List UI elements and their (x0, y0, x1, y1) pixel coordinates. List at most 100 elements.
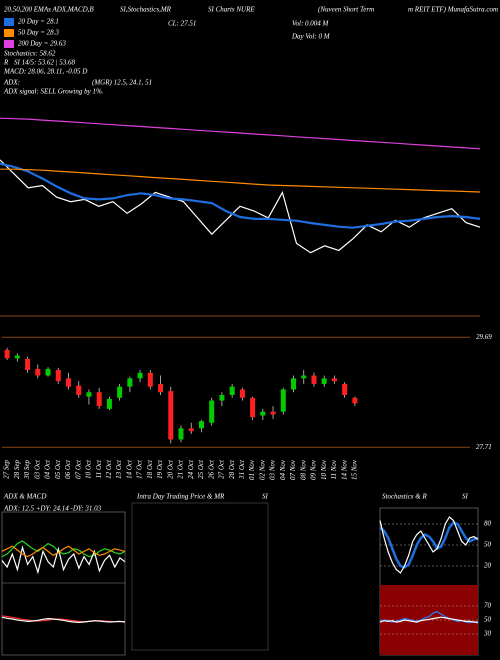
candle-body (301, 375, 307, 379)
candle-body (168, 391, 174, 440)
series-line (0, 162, 481, 229)
series-line (1, 545, 126, 558)
x-tick-label: 06 Oct (64, 459, 72, 479)
x-tick-label: 14 Nov (340, 459, 348, 480)
x-tick-label: 03 Nov (269, 459, 277, 480)
x-tick-label: 03 Oct (33, 459, 41, 479)
header-text: ADX: 12.5 +DY: 24.14 -DY: 31.03 (3, 505, 102, 513)
candle-body (291, 378, 297, 390)
y-tick-label: 50 (484, 541, 492, 549)
x-tick-label: 13 Oct (115, 459, 123, 479)
y-tick-label: 30 (483, 630, 492, 638)
candle-body (106, 398, 112, 409)
candle-body (260, 411, 266, 416)
candle-body (25, 358, 31, 370)
x-tick-label: 24 Oct (187, 459, 195, 479)
x-tick-label: 21 Oct (177, 459, 185, 479)
y-tick-label: 70 (484, 602, 492, 610)
header-text: (MGR) 12.5, 24.1, 51 (92, 79, 152, 87)
x-tick-label: 18 Oct (146, 459, 154, 479)
x-tick-label: 11 Nov (330, 459, 338, 479)
candle-body (117, 386, 123, 398)
header-text: m REIT ETF) MunafaSutra.com (408, 6, 498, 14)
header-text: 20,50,200 EMAs ADX,MACD,B (4, 6, 94, 14)
panel-title: Stochastics & R (382, 493, 427, 501)
panel-subtitle: SI (462, 493, 469, 501)
candle-body (158, 383, 164, 393)
x-tick-label: 25 Oct (197, 459, 205, 479)
panel-frame (1, 511, 126, 656)
x-tick-label: 26 Oct (207, 459, 215, 479)
series-line (379, 521, 479, 569)
panel-frame (131, 502, 269, 651)
candle-body (147, 372, 153, 387)
x-tick-label: 28 Oct (228, 459, 236, 479)
candle-body (280, 389, 286, 412)
candle-body (86, 392, 92, 397)
candle-body (65, 378, 71, 387)
candle-body (55, 370, 61, 382)
header-text: CL: 27.51 (168, 20, 196, 28)
x-tick-label: 10 Nov (320, 459, 328, 480)
x-tick-label: 12 Oct (105, 459, 113, 479)
x-tick-label: 07 Nov (289, 459, 297, 480)
x-tick-label: 30 Sep (23, 460, 31, 480)
candle-body (239, 389, 245, 398)
candle-body (188, 428, 194, 432)
header-text: SI,Stochastics,MR (120, 6, 172, 14)
x-tick-label: 07 Oct (74, 459, 82, 479)
x-tick-label: 14 Oct (125, 459, 133, 479)
series-line (0, 117, 481, 150)
header-text: Stochastics: 58.62 (4, 50, 56, 58)
x-tick-label: 27 Oct (218, 459, 226, 479)
candle-body (45, 368, 51, 376)
legend-swatch (4, 40, 14, 48)
candle-body (137, 372, 143, 379)
y-tick-label: 20 (484, 562, 492, 570)
y-tick-label: 29.69 (476, 333, 492, 341)
header-text: MACD: 28.06, 28.11, -0.05 D (3, 68, 87, 76)
x-tick-label: 08 Nov (299, 459, 307, 480)
legend-swatch (4, 18, 14, 26)
candle-body (352, 397, 358, 404)
candle-body (178, 428, 184, 440)
y-tick-label: 80 (484, 520, 492, 528)
y-tick-label: 27.71 (476, 443, 492, 451)
candle-body (331, 378, 337, 382)
header-text: ADX: (3, 79, 20, 87)
candle-body (127, 378, 133, 387)
header-text: SI 14/5: 53.62 | 53.68 (14, 59, 76, 67)
x-tick-label: 19 Oct (156, 459, 164, 479)
x-tick-label: 27 Sep (3, 460, 11, 479)
series-line (0, 159, 481, 254)
header-text: Vol: 0.004 M (292, 20, 330, 28)
series-line (1, 615, 125, 623)
candle-body (342, 383, 348, 395)
candle-body (14, 355, 20, 359)
x-tick-label: 09 Nov (310, 459, 318, 480)
series-line (0, 168, 481, 193)
legend-entry: 200 Day = 29.63 (18, 40, 66, 48)
candle-body (35, 368, 41, 376)
candle-body (270, 411, 276, 415)
x-tick-label: 02 Nov (258, 459, 266, 480)
panel-title: Intra Day Trading Price & MR (136, 493, 225, 501)
header-text: R (3, 59, 9, 67)
x-tick-label: 20 Oct (166, 459, 174, 479)
candle-body (198, 421, 204, 429)
candle-body (311, 375, 317, 384)
x-tick-label: 05 Oct (54, 459, 62, 479)
x-tick-label: 15 Nov (350, 459, 358, 480)
candle-body (209, 400, 215, 423)
candle-body (229, 386, 235, 395)
header-text: (Nuveen Short Term (318, 6, 374, 14)
x-tick-label: 11 Oct (95, 459, 103, 478)
x-tick-label: 17 Oct (136, 459, 144, 479)
candle-body (219, 395, 225, 401)
panel-subtitle: SI (262, 493, 269, 501)
header-text: SI Charts NURE (208, 6, 255, 14)
legend-entry: 50 Day = 28.3 (18, 29, 59, 37)
x-tick-label: 31 Oct (238, 459, 246, 480)
candle-body (76, 385, 82, 395)
